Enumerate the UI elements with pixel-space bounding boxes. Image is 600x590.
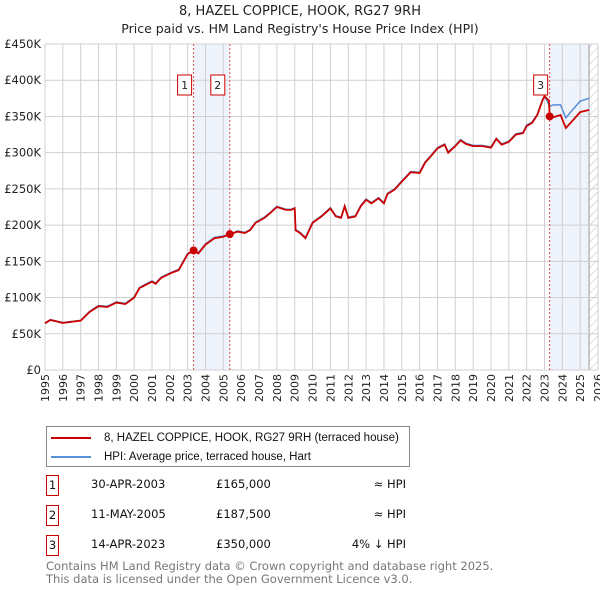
transaction-row: 3 14-APR-2023 £350,000 4% ↓ HPI xyxy=(46,535,406,557)
transaction-hpi: 4% ↓ HPI xyxy=(351,537,406,551)
x-tick-label: 2020 xyxy=(485,374,498,402)
x-tick-label: 1999 xyxy=(110,374,123,402)
forecast-hatch xyxy=(589,44,598,370)
sale-point xyxy=(545,112,554,121)
x-tick-label: 2026 xyxy=(592,374,600,402)
footer-attribution: Contains HM Land Registry data © Crown c… xyxy=(46,560,493,586)
legend-item-hpi: HPI: Average price, terraced house, Hart xyxy=(51,447,399,466)
sale-period-shade xyxy=(549,44,590,370)
property-price-line xyxy=(44,94,590,325)
x-tick-label: 2003 xyxy=(182,374,195,402)
sale-badge-label: 3 xyxy=(537,79,544,92)
x-tick-label: 2022 xyxy=(521,374,534,402)
x-tick-label: 2014 xyxy=(378,374,391,402)
x-tick-label: 2017 xyxy=(432,374,445,402)
y-tick-label: £200K xyxy=(4,218,41,232)
transaction-price: £350,000 xyxy=(216,537,271,551)
x-tick-label: 2012 xyxy=(342,374,355,402)
transaction-row: 1 30-APR-2003 £165,000 ≈ HPI xyxy=(46,475,406,497)
transaction-price: £187,500 xyxy=(216,507,271,521)
transaction-badge: 2 xyxy=(46,505,59,526)
x-tick-label: 1996 xyxy=(57,374,70,402)
sale-badge-label: 1 xyxy=(181,79,188,92)
x-tick-label: 2021 xyxy=(503,374,516,402)
x-tick-label: 2013 xyxy=(360,374,373,402)
y-tick-label: £300K xyxy=(4,146,41,160)
x-tick-label: 2016 xyxy=(414,374,427,402)
price-chart: 8, HAZEL COPPICE, HOOK, RG27 9RH Price p… xyxy=(4,4,600,402)
x-tick-label: 1998 xyxy=(93,374,106,402)
transaction-date: 14-APR-2023 xyxy=(91,537,166,551)
y-tick-label: £250K xyxy=(4,182,41,196)
x-tick-label: 2023 xyxy=(539,374,552,402)
x-tick-label: 2006 xyxy=(235,374,248,402)
x-tick-label: 2008 xyxy=(271,374,284,402)
x-tick-label: 2018 xyxy=(449,374,462,402)
x-tick-label: 2015 xyxy=(396,374,409,402)
transaction-date: 30-APR-2003 xyxy=(91,477,166,491)
sale-badge xyxy=(210,74,226,96)
x-tick-label: 2005 xyxy=(217,374,230,402)
x-tick-label: 2007 xyxy=(253,374,266,402)
x-tick-label: 1997 xyxy=(75,374,88,402)
y-tick-label: £0 xyxy=(26,363,41,377)
x-tick-label: 2009 xyxy=(289,374,302,402)
x-tick-label: 2025 xyxy=(574,374,587,402)
chart-title: 8, HAZEL COPPICE, HOOK, RG27 9RH xyxy=(179,4,421,19)
y-tick-label: £150K xyxy=(4,254,41,268)
x-tick-label: 2000 xyxy=(128,374,141,402)
transaction-date: 11-MAY-2005 xyxy=(91,507,166,521)
x-tick-label: 2024 xyxy=(556,374,569,402)
hpi-line xyxy=(44,94,590,324)
transaction-price: £165,000 xyxy=(216,477,271,491)
x-tick-label: 2002 xyxy=(164,374,177,402)
transaction-row: 2 11-MAY-2005 £187,500 ≈ HPI xyxy=(46,505,406,527)
sale-point xyxy=(189,246,198,255)
y-tick-label: £400K xyxy=(4,73,41,87)
transaction-badge: 1 xyxy=(46,475,59,496)
legend-swatch-blue xyxy=(51,455,91,458)
transaction-hpi: ≈ HPI xyxy=(373,507,406,521)
transaction-hpi: ≈ HPI xyxy=(373,477,406,491)
x-tick-label: 2010 xyxy=(307,374,320,402)
legend: 8, HAZEL COPPICE, HOOK, RG27 9RH (terrac… xyxy=(46,426,410,467)
legend-label: 8, HAZEL COPPICE, HOOK, RG27 9RH (terrac… xyxy=(104,431,399,444)
y-tick-label: £100K xyxy=(4,291,41,305)
transaction-badge: 3 xyxy=(46,535,59,556)
y-tick-label: £350K xyxy=(4,109,41,123)
sale-badge xyxy=(177,74,193,96)
sale-point xyxy=(225,230,234,239)
y-tick-label: £50K xyxy=(12,327,42,341)
x-tick-label: 2001 xyxy=(146,374,159,402)
x-tick-label: 2004 xyxy=(200,374,213,402)
legend-label: HPI: Average price, terraced house, Hart xyxy=(104,450,311,463)
sale-badge-label: 2 xyxy=(214,79,221,92)
legend-swatch-red xyxy=(51,436,91,439)
footer-line: Contains HM Land Registry data © Crown c… xyxy=(46,559,494,573)
x-tick-label: 2019 xyxy=(467,374,480,402)
x-tick-label: 1995 xyxy=(39,374,52,402)
chart-subtitle: Price paid vs. HM Land Registry's House … xyxy=(121,21,478,36)
footer-line: This data is licensed under the Open Gov… xyxy=(46,572,413,586)
y-tick-label: £450K xyxy=(4,37,41,51)
sale-badge xyxy=(533,74,549,96)
legend-item-property: 8, HAZEL COPPICE, HOOK, RG27 9RH (terrac… xyxy=(51,428,399,447)
x-tick-label: 2011 xyxy=(324,374,337,402)
